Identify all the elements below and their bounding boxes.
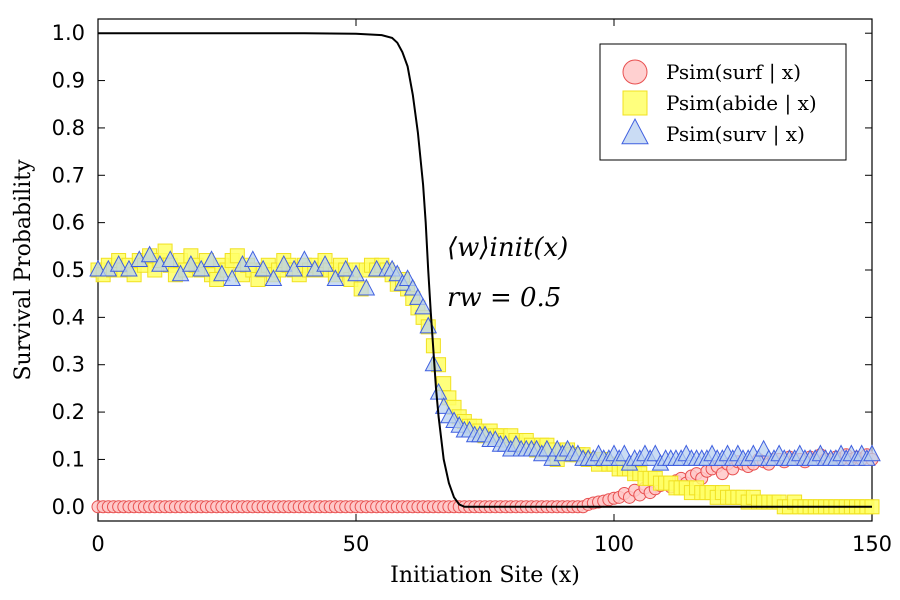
triangle-point bbox=[285, 259, 303, 277]
triangle-point bbox=[295, 250, 314, 268]
y-tick-label: 0.6 bbox=[52, 211, 85, 235]
triangle-point bbox=[414, 297, 432, 315]
x-tick-label: 0 bbox=[91, 532, 104, 556]
triangle-point bbox=[171, 264, 190, 282]
legend-triangle-marker bbox=[621, 117, 649, 145]
legend-label: Psim(abide | x) bbox=[666, 91, 817, 116]
triangle-point bbox=[326, 269, 345, 286]
triangle-point bbox=[140, 245, 159, 263]
triangle-point bbox=[863, 444, 881, 462]
mean-w-init-curve-layer bbox=[98, 32, 872, 508]
annotation-mean-w-init: ⟨w⟩init(x) bbox=[447, 233, 568, 263]
triangle-point bbox=[347, 264, 365, 282]
x-tick-label: 150 bbox=[852, 532, 892, 556]
y-tick-label: 0.3 bbox=[52, 353, 85, 377]
triangle-point bbox=[336, 259, 355, 277]
y-tick-label: 0.4 bbox=[52, 305, 85, 329]
legend-label: Psim(surv | x) bbox=[666, 122, 805, 147]
y-tick-label: 0.9 bbox=[52, 69, 85, 93]
axis-ticks: 0 50 100 150 0.0 0.1 0.2 0.3 0.4 0.5 0.6 0.7 0.8 0.9 1… bbox=[52, 19, 892, 556]
y-tick-label: 0.0 bbox=[52, 495, 85, 519]
triangle-point bbox=[109, 254, 128, 272]
annotation-rw: rw = 0.5 bbox=[447, 283, 561, 313]
x-tick-label: 100 bbox=[594, 532, 634, 556]
legend-square-marker bbox=[622, 90, 648, 116]
x-tick-label: 50 bbox=[343, 532, 370, 556]
triangle-point bbox=[202, 250, 221, 268]
triangle-point bbox=[243, 250, 262, 268]
triangle-point bbox=[223, 269, 241, 286]
legend-circle-marker bbox=[622, 59, 648, 85]
triangle-point bbox=[192, 259, 211, 277]
triangle-point bbox=[182, 254, 200, 272]
series-triangle bbox=[89, 245, 881, 471]
legend: Psim(surf | x) Psim(abide | x) Psim(surv |… bbox=[599, 43, 847, 161]
y-tick-label: 1.0 bbox=[52, 21, 85, 45]
legend-label: Psim(surf | x) bbox=[666, 60, 801, 85]
triangle-point bbox=[264, 269, 283, 286]
y-tick-label: 0.2 bbox=[52, 400, 85, 424]
triangle-point bbox=[213, 264, 231, 282]
triangle-point bbox=[357, 278, 376, 296]
axes: Initiation Site (x) Survival Probability bbox=[11, 18, 873, 588]
annotations: ⟨w⟩init(x) rw = 0.5 bbox=[447, 233, 568, 313]
x-axis-title: Initiation Site (x) bbox=[390, 563, 580, 588]
triangle-point bbox=[316, 254, 334, 272]
triangle-point bbox=[161, 250, 180, 268]
triangle-point bbox=[254, 259, 272, 277]
triangle-point bbox=[120, 259, 138, 277]
data-series bbox=[89, 243, 881, 515]
triangle-point bbox=[429, 382, 448, 400]
y-tick-label: 0.1 bbox=[52, 447, 85, 471]
y-tick-label: 0.7 bbox=[52, 163, 85, 187]
y-tick-label: 0.5 bbox=[52, 258, 85, 282]
y-tick-label: 0.8 bbox=[52, 116, 85, 140]
mean-w-init-curve bbox=[98, 32, 872, 508]
triangle-point bbox=[274, 254, 293, 272]
y-axis-title: Survival Probability bbox=[11, 159, 36, 381]
